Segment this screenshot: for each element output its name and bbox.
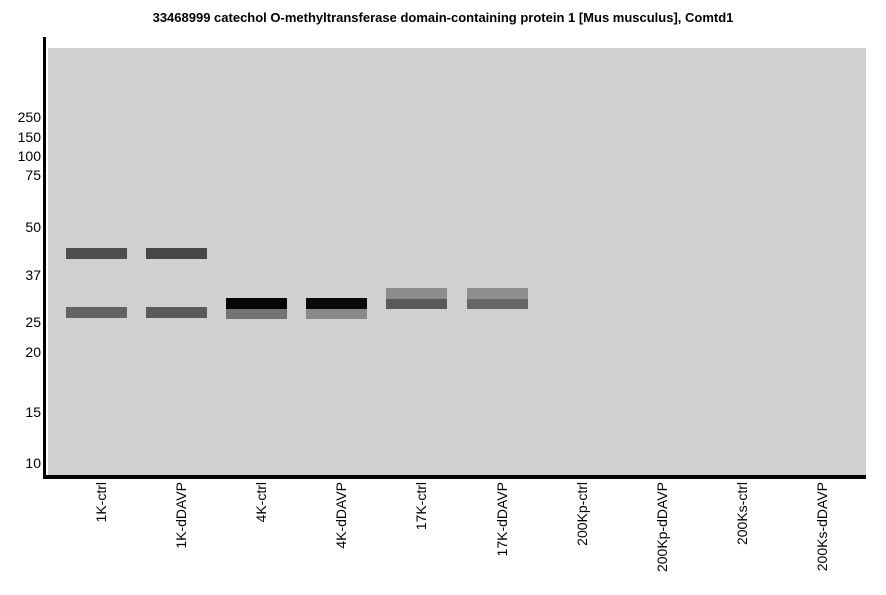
mw-marker-label-150: 150 — [17, 129, 41, 145]
band-1K-dDAVP-27kda — [146, 307, 208, 318]
band-4K-dDAVP-29kda — [306, 298, 368, 309]
mw-marker-label-37: 37 — [25, 267, 41, 283]
mw-marker-label-250: 250 — [17, 109, 41, 125]
band-17K-dDAVP-29kda — [466, 299, 528, 309]
band-17K-ctrl-32kda — [386, 288, 448, 299]
gel-area — [48, 48, 866, 476]
band-1K-dDAVP-42kda — [146, 248, 208, 259]
lane-label-200Kp-ctrl: 200Kp-ctrl — [573, 482, 590, 546]
mw-marker-label-15: 15 — [25, 404, 41, 420]
lane-label-4K-dDAVP: 4K-dDAVP — [333, 482, 350, 549]
band-4K-dDAVP-27kda — [306, 309, 368, 319]
lane-label-17K-ctrl: 17K-ctrl — [413, 482, 430, 531]
lane-label-4K-ctrl: 4K-ctrl — [253, 482, 270, 523]
lane-label-200Ks-dDAVP: 200Ks-dDAVP — [813, 482, 830, 572]
band-4K-ctrl-27kda — [226, 309, 288, 319]
lane-label-17K-dDAVP: 17K-dDAVP — [493, 482, 510, 557]
lane-label-200Kp-dDAVP: 200Kp-dDAVP — [653, 482, 670, 573]
mw-marker-label-50: 50 — [25, 219, 41, 235]
y-axis-line — [43, 37, 46, 479]
mw-marker-label-75: 75 — [25, 167, 41, 183]
lane-label-1K-ctrl: 1K-ctrl — [93, 482, 109, 523]
mw-marker-label-20: 20 — [25, 344, 41, 360]
x-axis-line — [43, 475, 866, 479]
mw-marker-label-10: 10 — [25, 455, 41, 471]
plot-title: 33468999 catechol O-methyltransferase do… — [152, 10, 734, 25]
band-17K-dDAVP-32kda — [466, 288, 528, 299]
mw-marker-label-25: 25 — [25, 314, 41, 330]
band-1K-ctrl-42kda — [66, 248, 127, 259]
lane-label-1K-dDAVP: 1K-dDAVP — [173, 482, 190, 549]
band-1K-ctrl-27kda — [66, 307, 127, 318]
band-17K-ctrl-29kda — [386, 299, 448, 309]
lane-label-200Ks-ctrl: 200Ks-ctrl — [733, 482, 750, 546]
band-4K-ctrl-29kda — [226, 298, 288, 309]
mw-marker-label-100: 100 — [17, 148, 41, 164]
